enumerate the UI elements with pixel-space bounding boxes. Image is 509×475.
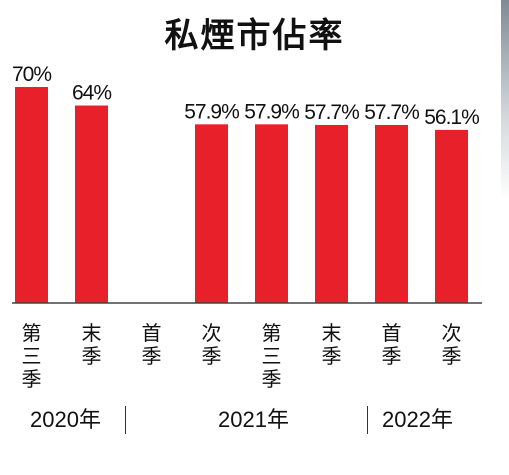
year-label-2021: 2021年 [218,407,289,432]
value-label-0: 70% [12,63,51,86]
bar-6 [375,124,408,303]
bar-0 [15,87,48,303]
category-label-3: 次季 [202,321,222,368]
year-label-2022: 2022年 [382,407,453,432]
bar-1 [75,105,108,303]
value-label-7: 56.1% [424,106,479,129]
category-label-7: 次季 [442,321,462,368]
edge-photo-strip [501,0,509,200]
year-divider [125,406,126,434]
bar-3 [195,124,228,303]
category-label-1: 末季 [82,321,102,368]
category-label-6: 首季 [382,321,402,368]
value-label-1: 64% [72,82,111,105]
category-label-5: 末季 [322,321,342,368]
category-label-2: 首季 [142,321,162,368]
bar-4 [255,124,288,303]
bars-group [15,87,468,303]
year-group-row: 2020年 2021年 2022年 [0,402,509,438]
value-label-5: 57.7% [304,101,359,124]
value-label-6: 57.7% [364,101,419,124]
bar-5 [315,124,348,303]
chart-title: 私煙市佔率 [164,16,345,56]
value-labels-group: 70%64%57.9% 57.9% 57.7% 57.7% 56.1% [12,63,480,129]
value-label-3: 57.9% [184,100,239,123]
bar-7 [435,129,468,303]
year-label-2020: 2020年 [30,407,101,432]
year-divider [367,406,368,434]
category-label-0: 第三季 [22,321,42,391]
value-label-4: 57.9% [244,100,299,123]
category-label-4: 第三季 [262,321,282,391]
